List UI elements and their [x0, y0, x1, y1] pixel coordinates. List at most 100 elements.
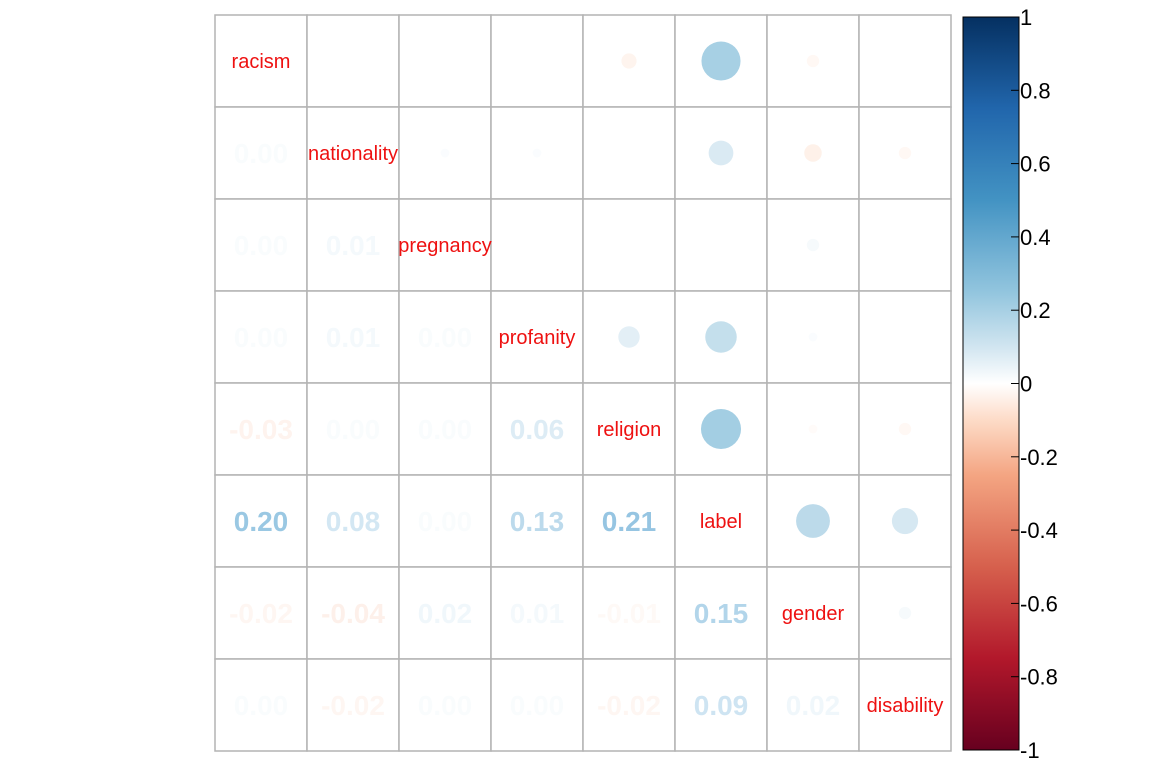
correlation-value: 0.21 — [602, 506, 657, 537]
matrix-cell — [766, 290, 860, 384]
matrix-cell — [582, 198, 676, 292]
colorbar-tick-label: -0.6 — [1020, 591, 1058, 616]
correlation-value: 0.00 — [234, 230, 289, 261]
matrix-cell — [490, 290, 584, 384]
colorbar-tick-label: 1 — [1020, 5, 1032, 30]
matrix-cell — [674, 198, 768, 292]
matrix-cell — [858, 658, 952, 752]
diagonal-variable-label: disability — [867, 695, 944, 717]
matrix-cell — [306, 290, 400, 384]
correlation-value: 0.00 — [418, 506, 473, 537]
matrix-marks: racism 0.00 nationality 0.00 0.01 pregnancy 0.… — [229, 41, 943, 721]
correlation-value: 0.00 — [234, 322, 289, 353]
correlation-circle — [532, 148, 542, 158]
colorbar-tick-label: -1 — [1020, 738, 1040, 763]
matrix-cell — [214, 198, 308, 292]
matrix-cell — [582, 382, 676, 476]
correlation-circle — [808, 332, 818, 342]
correlation-value: 0.00 — [234, 690, 289, 721]
colorbar-tick-label: -0.4 — [1020, 518, 1058, 543]
correlation-circle — [804, 144, 822, 162]
matrix-cell — [214, 658, 308, 752]
correlation-circle — [898, 422, 912, 436]
correlation-value: 0.02 — [418, 598, 473, 629]
matrix-cell — [582, 566, 676, 660]
correlation-circle — [806, 238, 820, 252]
colorbar-tick-label: 0.6 — [1020, 152, 1051, 177]
diagonal-variable-label: religion — [597, 419, 661, 441]
matrix-cell — [858, 290, 952, 384]
correlation-circle — [701, 41, 741, 81]
correlation-value: 0.00 — [234, 138, 289, 169]
correlation-circle — [440, 148, 450, 158]
correlation-circle — [891, 507, 919, 535]
correlation-circle — [700, 408, 742, 450]
correlation-circle — [708, 140, 734, 166]
matrix-cell — [398, 198, 492, 292]
correlation-value: 0.08 — [326, 506, 381, 537]
matrix-cell — [306, 14, 400, 108]
correlation-value: -0.01 — [597, 598, 661, 629]
correlation-value: -0.02 — [321, 690, 385, 721]
correlation-value: 0.01 — [510, 598, 565, 629]
correlation-value: 0.06 — [510, 414, 565, 445]
correlation-circle — [898, 146, 912, 160]
matrix-cell — [306, 106, 400, 200]
matrix-cell — [858, 14, 952, 108]
correlation-circle — [705, 321, 737, 353]
correlation-circle — [898, 606, 912, 620]
colorbar-tick-label: 0.4 — [1020, 225, 1051, 250]
diagonal-variable-label: pregnancy — [398, 235, 491, 257]
correlation-value: 0.20 — [234, 506, 289, 537]
correlation-circle — [618, 326, 640, 348]
correlation-value: 0.13 — [510, 506, 565, 537]
correlation-value: 0.00 — [510, 690, 565, 721]
colorbar-tick-label: 0.2 — [1020, 298, 1051, 323]
correlation-value: 0.01 — [326, 322, 381, 353]
matrix-cell — [398, 382, 492, 476]
colorbar-tick-label: -0.2 — [1020, 445, 1058, 470]
matrix-cell — [490, 198, 584, 292]
correlation-value: -0.02 — [597, 690, 661, 721]
correlation-value: -0.02 — [229, 598, 293, 629]
matrix-cell — [766, 566, 860, 660]
correlation-value: 0.09 — [694, 690, 749, 721]
matrix-cell — [582, 106, 676, 200]
diagonal-variable-label: profanity — [499, 327, 576, 349]
diagonal-variable-label: label — [700, 511, 742, 533]
matrix-cell — [490, 658, 584, 752]
correlation-value: 0.00 — [418, 690, 473, 721]
matrix-cell — [398, 658, 492, 752]
correlation-value: 0.01 — [326, 230, 381, 261]
matrix-cell — [398, 290, 492, 384]
matrix-cell — [490, 14, 584, 108]
matrix-cell — [490, 566, 584, 660]
correlation-circle — [808, 424, 818, 434]
correlation-circle — [621, 53, 637, 69]
matrix-cell — [398, 14, 492, 108]
matrix-cell — [214, 382, 308, 476]
correlation-value: 0.00 — [418, 322, 473, 353]
correlation-value: 0.00 — [326, 414, 381, 445]
correlation-value: 0.00 — [418, 414, 473, 445]
matrix-cell — [214, 474, 308, 568]
matrix-cell — [306, 658, 400, 752]
correlation-value: 0.02 — [786, 690, 841, 721]
colorbar-ticks: 1 0.8 0.6 0.4 0.2 0 -0.2 -0.4 -0.6 -0.8 -1 — [1011, 5, 1058, 763]
colorbar-gradient — [962, 16, 1020, 751]
colorbar-tick-label: 0 — [1020, 372, 1032, 397]
correlation-circle — [796, 504, 830, 538]
correlation-value: 0.15 — [694, 598, 749, 629]
correlation-value: -0.03 — [229, 414, 293, 445]
matrix-cell — [582, 658, 676, 752]
matrix-cells — [214, 14, 952, 752]
diagonal-variable-label: gender — [782, 603, 845, 625]
diagonal-variable-label: racism — [232, 51, 291, 73]
matrix-cell — [766, 658, 860, 752]
colorbar: 1 0.8 0.6 0.4 0.2 0 -0.2 -0.4 -0.6 -0.8 -1 — [962, 5, 1058, 763]
colorbar-tick-label: 0.8 — [1020, 78, 1051, 103]
matrix-cell — [214, 566, 308, 660]
matrix-cell — [858, 198, 952, 292]
matrix-cell — [306, 566, 400, 660]
